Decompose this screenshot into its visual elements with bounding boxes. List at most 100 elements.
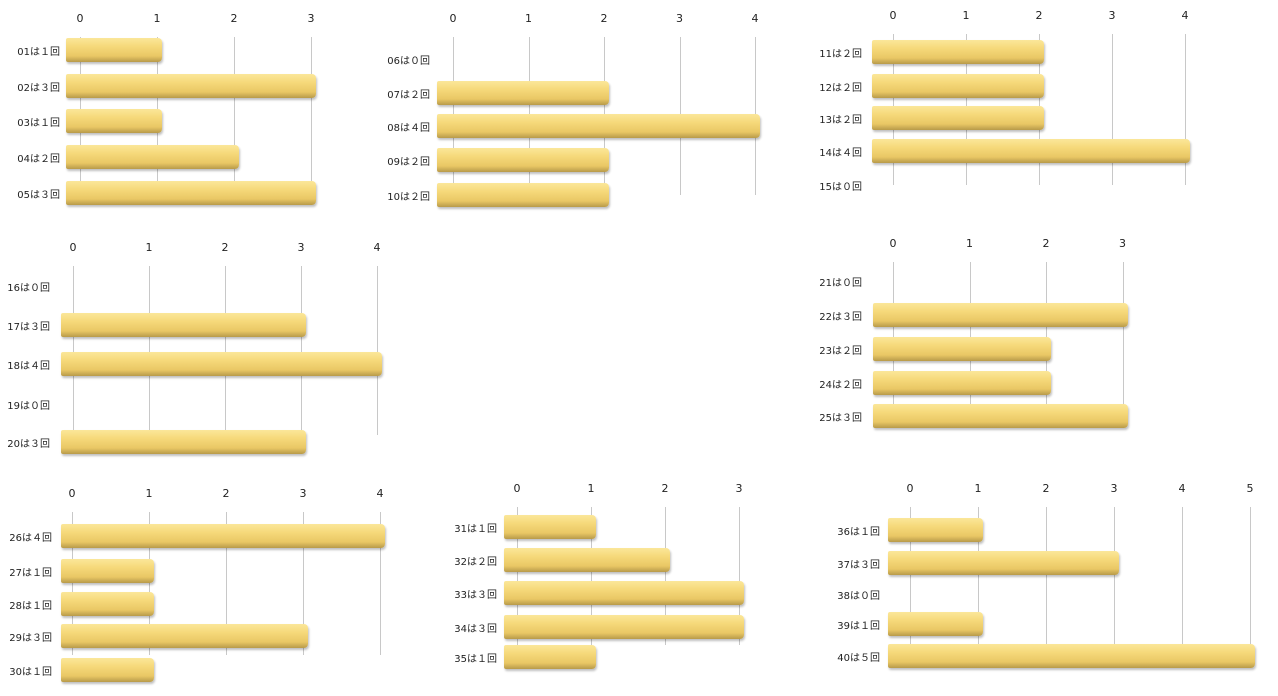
gridline [380, 512, 381, 655]
category-label: 31は１回 [454, 524, 497, 535]
category-label: 19は０回 [7, 401, 50, 412]
category-label: 38は０回 [837, 591, 880, 602]
category-label: 18は４回 [7, 361, 50, 372]
bar [504, 645, 596, 669]
x-tick-label: 0 [69, 241, 77, 254]
bar [66, 181, 316, 205]
category-label: 03は１回 [17, 118, 60, 129]
x-tick-label: 4 [373, 241, 381, 254]
gridline [1250, 507, 1251, 655]
category-label: 04は２回 [17, 154, 60, 165]
gridline [226, 512, 227, 655]
category-label: 29は３回 [9, 633, 52, 644]
gridline [591, 507, 592, 645]
gridline [1122, 262, 1124, 415]
category-label: 16は０回 [7, 283, 50, 294]
category-label: 25は３回 [819, 413, 862, 424]
category-label: 39は１回 [837, 621, 880, 632]
category-label: 30は１回 [9, 667, 52, 678]
x-tick-label: 3 [1119, 237, 1126, 250]
bar [872, 74, 1044, 98]
gridline [665, 507, 666, 645]
bar [872, 40, 1044, 64]
bar [61, 624, 308, 648]
bar [504, 615, 744, 639]
x-tick-label: 3 [676, 12, 683, 25]
gridline [73, 266, 74, 435]
x-tick-label: 4 [376, 487, 384, 500]
gridline [149, 266, 150, 435]
category-label: 05は３回 [17, 190, 60, 201]
bar [437, 114, 760, 138]
category-label: 08は４回 [387, 123, 430, 134]
category-label: 11は２回 [819, 49, 862, 60]
bar [61, 559, 154, 583]
x-tick-label: 1 [145, 241, 153, 254]
bar [873, 303, 1128, 327]
category-label: 22は３回 [819, 312, 862, 323]
category-label: 01は１回 [17, 47, 60, 58]
category-label: 02は３回 [17, 83, 60, 94]
x-tick-label: 1 [962, 9, 970, 22]
category-label: 37は３回 [837, 560, 880, 571]
bar [61, 658, 154, 682]
x-tick-label: 0 [449, 12, 457, 25]
category-label: 26は４回 [9, 533, 52, 544]
bar [888, 644, 1255, 668]
gridline [978, 507, 979, 655]
bar [437, 81, 609, 105]
category-label: 07は２回 [387, 90, 430, 101]
gridline [517, 507, 518, 645]
category-label: 23は２回 [819, 346, 862, 357]
bar [872, 106, 1044, 130]
bar [437, 148, 609, 172]
x-tick-label: 5 [1246, 482, 1254, 495]
x-tick-label: 3 [299, 487, 307, 500]
bar [504, 581, 744, 605]
bar [504, 515, 596, 539]
x-tick-label: 2 [1042, 237, 1050, 250]
x-tick-label: 1 [974, 482, 982, 495]
gridline [1046, 507, 1047, 655]
bar [61, 430, 306, 454]
gridline [377, 266, 378, 435]
category-label: 14は４回 [819, 148, 862, 159]
category-label: 32は２回 [454, 557, 497, 568]
bar [66, 74, 316, 98]
category-label: 33は３回 [454, 590, 497, 601]
x-tick-label: 1 [153, 12, 161, 25]
x-tick-label: 2 [230, 12, 238, 25]
bar [872, 139, 1190, 163]
x-tick-label: 1 [587, 482, 595, 495]
x-tick-label: 3 [307, 12, 315, 25]
category-label: 06は０回 [387, 56, 430, 67]
gridline [910, 507, 911, 655]
x-tick-label: 0 [68, 487, 76, 500]
bar [66, 145, 239, 169]
x-tick-label: 0 [76, 12, 84, 25]
category-label: 15は０回 [819, 182, 862, 193]
x-tick-label: 3 [297, 241, 305, 254]
gridline [234, 37, 235, 200]
bar [504, 548, 670, 572]
x-tick-label: 3 [1108, 9, 1116, 22]
category-label: 17は３回 [7, 322, 50, 333]
x-tick-label: 1 [145, 487, 153, 500]
category-label: 12は２回 [819, 83, 862, 94]
category-label: 28は１回 [9, 601, 52, 612]
x-tick-label: 4 [751, 12, 759, 25]
gridline [1182, 507, 1183, 655]
x-tick-label: 2 [222, 487, 230, 500]
gridline [311, 37, 312, 200]
x-tick-label: 2 [1042, 482, 1050, 495]
category-label: 13は２回 [819, 115, 862, 126]
category-label: 20は３回 [7, 439, 50, 450]
bar [61, 524, 385, 548]
x-tick-label: 0 [889, 9, 897, 22]
category-label: 10は２回 [387, 192, 430, 203]
gridline [1112, 34, 1113, 185]
x-tick-label: 3 [735, 482, 743, 495]
bar [873, 337, 1051, 361]
bar [437, 183, 609, 207]
x-tick-label: 1 [966, 237, 973, 250]
